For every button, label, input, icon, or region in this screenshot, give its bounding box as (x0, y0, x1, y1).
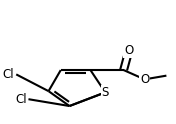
Text: Cl: Cl (15, 93, 27, 106)
Text: S: S (102, 86, 109, 99)
Text: Cl: Cl (3, 68, 14, 81)
Text: O: O (140, 73, 149, 86)
Text: O: O (124, 44, 133, 57)
